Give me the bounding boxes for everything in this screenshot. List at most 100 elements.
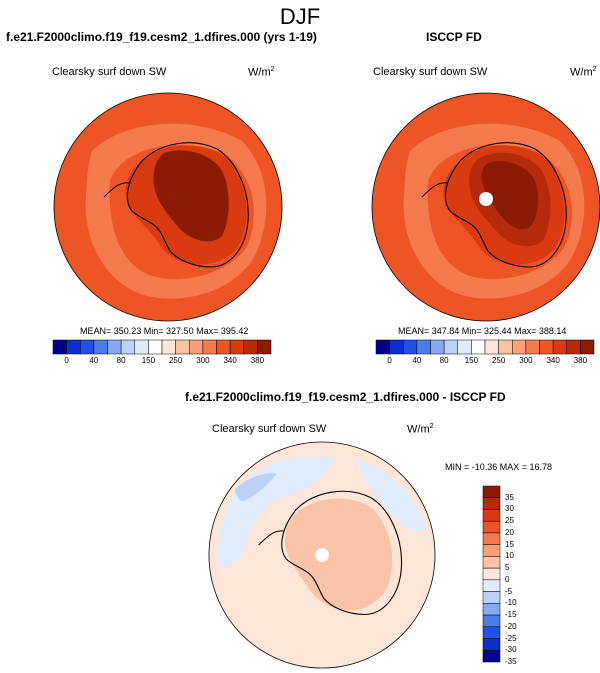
colorbar-tick-label: 30 xyxy=(505,504,514,514)
colorbar-tick-label: 300 xyxy=(519,356,533,365)
colorbar-swatch xyxy=(482,485,501,498)
map3-positive-interior xyxy=(284,498,393,611)
colorbar-swatch xyxy=(482,532,501,545)
colorbar-swatch xyxy=(189,339,204,355)
panel1-units: W/m2 xyxy=(248,66,275,79)
colorbar-tick-label: 5 xyxy=(505,563,510,573)
colorbar-swatch xyxy=(416,339,431,355)
colorbar-tick-label: 40 xyxy=(412,356,422,365)
panel1-title: f.e21.F2000climo.f19_f19.cesm2_1.dfires.… xyxy=(6,30,317,44)
colorbar-swatch xyxy=(525,339,540,355)
colorbar-swatch xyxy=(566,339,581,355)
colorbar-swatch xyxy=(482,556,501,569)
colorbar-swatch xyxy=(403,339,418,355)
colorbar-swatch xyxy=(484,339,499,355)
map3-coastline xyxy=(281,490,403,616)
colorbar-swatch xyxy=(482,626,501,639)
colorbar-tick-label: -15 xyxy=(505,610,517,620)
colorbar-tick-label: 20 xyxy=(505,527,514,537)
colorbar-tick-label: -20 xyxy=(505,621,517,631)
colorbar-tick-label: 0 xyxy=(505,574,510,584)
panel1-colorbar-ticks: 0 40 80 150 250 300 340 380 xyxy=(53,356,271,368)
colorbar-swatch xyxy=(375,339,390,355)
colorbar-swatch xyxy=(482,544,501,557)
colorbar-swatch xyxy=(107,339,122,355)
panel2-colorbar xyxy=(375,339,595,355)
map2-pole-hole xyxy=(479,192,493,206)
colorbar-tick-label: 25 xyxy=(505,516,514,526)
colorbar-swatch xyxy=(482,567,501,581)
panel3-colorbar xyxy=(482,485,501,663)
colorbar-tick-label: 150 xyxy=(464,356,479,365)
panel2-variable-label: Clearsky surf down SW xyxy=(373,66,488,78)
colorbar-tick-label: -5 xyxy=(505,586,513,596)
colorbar-swatch xyxy=(482,579,501,592)
colorbar-tick-label: 340 xyxy=(223,356,237,365)
colorbar-swatch xyxy=(482,591,501,604)
colorbar-swatch xyxy=(66,339,81,355)
colorbar-swatch xyxy=(539,339,554,355)
colorbar-tick-label: 300 xyxy=(196,356,210,365)
map3-peninsula xyxy=(258,530,285,546)
colorbar-tick-label: 340 xyxy=(546,356,560,365)
map3-negative-patch xyxy=(234,473,277,502)
colorbar-swatch xyxy=(93,339,108,355)
colorbar-tick-label: 10 xyxy=(505,551,514,561)
colorbar-swatch xyxy=(580,339,595,355)
panel2-stats: MEAN= 347.84 Min= 325.44 Max= 388.14 xyxy=(398,326,567,336)
map1-antarctic-plateau xyxy=(153,150,229,242)
panel2-polar-map xyxy=(371,92,600,322)
colorbar-swatch xyxy=(134,339,149,355)
colorbar-swatch xyxy=(482,638,501,651)
colorbar-tick-label: 0 xyxy=(64,356,69,365)
map2-antarctic-plateau xyxy=(481,160,539,230)
colorbar-swatch xyxy=(161,339,176,355)
colorbar-swatch xyxy=(482,614,501,628)
map1-coastline xyxy=(126,142,249,268)
colorbar-swatch xyxy=(229,339,244,355)
colorbar-swatch xyxy=(482,603,501,616)
colorbar-swatch xyxy=(482,650,501,663)
colorbar-tick-label: -30 xyxy=(505,645,517,655)
map3-negative-east xyxy=(355,459,428,531)
colorbar-tick-label: 380 xyxy=(573,356,588,365)
map2-coastline xyxy=(444,142,567,268)
colorbar-tick-label: 250 xyxy=(168,356,183,365)
colorbar-swatch xyxy=(471,339,486,355)
panel3-title: f.e21.F2000climo.f19_f19.cesm2_1.dfires.… xyxy=(185,390,506,404)
colorbar-swatch xyxy=(175,339,190,355)
colorbar-tick-label: -25 xyxy=(505,633,517,643)
colorbar-swatch xyxy=(243,339,258,355)
panel2-title: ISCCP FD xyxy=(426,30,482,44)
colorbar-swatch xyxy=(80,339,95,355)
colorbar-tick-label: 80 xyxy=(116,356,126,365)
colorbar-swatch xyxy=(257,339,272,355)
panel1-stats: MEAN= 350.23 Min= 327.50 Max= 395.42 xyxy=(80,326,249,336)
panel2-units: W/m2 xyxy=(570,66,597,79)
colorbar-tick-label: 0 xyxy=(387,356,392,365)
colorbar-swatch xyxy=(148,339,163,355)
page-title: DJF xyxy=(279,4,321,29)
panel3-colorbar-ticks: 35 30 25 20 15 10 5 0 -5 -10 -15 -20 -25 -30 -35 xyxy=(505,486,535,666)
colorbar-swatch xyxy=(389,339,404,355)
panel3-variable-label: Clearsky surf down SW xyxy=(212,423,327,435)
panel3-polar-map xyxy=(208,441,436,669)
colorbar-tick-label: 150 xyxy=(141,356,156,365)
panel1-colorbar xyxy=(52,339,272,355)
colorbar-swatch xyxy=(202,339,217,355)
map1-peninsula xyxy=(103,182,131,198)
colorbar-tick-label: 35 xyxy=(505,492,514,502)
colorbar-swatch xyxy=(430,339,445,355)
map3-pole-hole xyxy=(315,548,329,562)
colorbar-tick-label: -10 xyxy=(505,598,517,608)
colorbar-swatch xyxy=(443,339,458,355)
colorbar-tick-label: 80 xyxy=(439,356,449,365)
colorbar-swatch xyxy=(482,497,501,510)
colorbar-tick-label: 15 xyxy=(505,539,514,549)
colorbar-swatch xyxy=(482,509,501,522)
colorbar-swatch xyxy=(482,520,501,534)
panel2-colorbar-ticks: 0 40 80 150 250 300 340 380 xyxy=(376,356,594,368)
panel1-variable-label: Clearsky surf down SW xyxy=(52,66,167,78)
map2-peninsula xyxy=(421,182,449,198)
colorbar-tick-label: 250 xyxy=(491,356,506,365)
